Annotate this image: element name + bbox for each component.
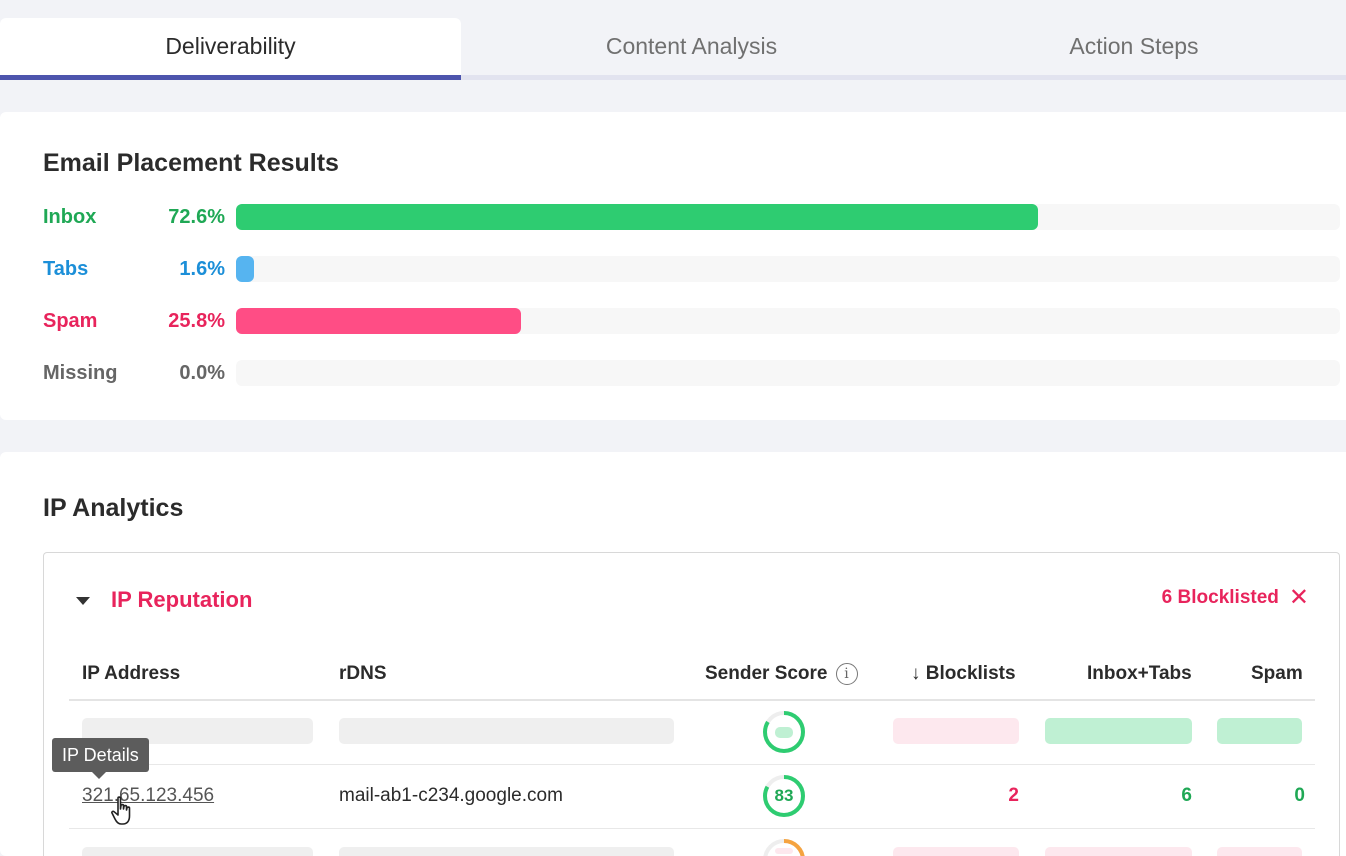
skeleton-cell [1045,718,1192,744]
row-divider [69,764,1315,765]
col-spam[interactable]: Spam [1251,663,1303,684]
sender-score-ring: 83 [762,774,806,818]
placement-value: 25.8% [168,310,225,332]
tab-deliverability[interactable]: Deliverability [0,18,461,80]
arrow-down-icon: ↓ [911,663,921,684]
tab-content-analysis[interactable]: Content Analysis [461,18,922,80]
placement-value: 0.0% [179,362,225,384]
info-icon[interactable]: i [835,663,858,685]
placement-row-inbox: Inbox 72.6% [43,204,1340,230]
rdns-value: mail-ab1-c234.google.com [339,785,563,806]
placement-label: Missing [43,362,118,384]
tab-bar: Deliverability Content Analysis Action S… [0,18,1346,80]
col-blocklists-label: Blocklists [925,663,1016,684]
blocklisted-filter[interactable]: 6 Blocklisted ✕ [1161,584,1309,611]
email-placement-card: Email Placement Results Inbox 72.6% Tabs… [0,112,1346,420]
inbox-tabs-value: 6 [1181,785,1192,806]
hand-cursor-icon [111,796,131,825]
skeleton-cell [1217,718,1302,744]
skeleton-cell [339,847,674,856]
sender-score-value: 83 [774,786,794,805]
placement-fill [236,204,1038,230]
blocklisted-label: 6 Blocklisted [1161,587,1279,608]
placement-row-spam: Spam 25.8% [43,308,1340,334]
col-rdns[interactable]: rDNS [339,663,387,684]
placement-value: 1.6% [179,258,225,280]
ip-address-link[interactable]: 321.65.123.456 [82,785,215,806]
skeleton-cell [1217,847,1302,856]
caret-down-icon[interactable] [76,597,90,605]
col-inbox-tabs[interactable]: Inbox+Tabs [1087,663,1192,684]
placement-track [236,308,1340,334]
col-blocklists[interactable]: ↓ Blocklists [911,663,1016,685]
skeleton-cell [893,847,1019,856]
row-divider [69,828,1315,829]
placement-label: Inbox [43,206,97,228]
header-divider [69,699,1315,701]
tab-action-steps[interactable]: Action Steps [922,18,1346,80]
skeleton-score-ring [763,839,805,856]
col-ip-address[interactable]: IP Address [82,663,181,684]
skeleton-cell [82,847,313,856]
placement-title: Email Placement Results [43,149,339,177]
skeleton-cell [339,718,674,744]
ip-analytics-card: IP Analytics IP Reputation 6 Blocklisted… [0,452,1346,856]
skeleton-cell [893,718,1019,744]
placement-value: 72.6% [168,206,225,228]
placement-track [236,360,1340,386]
col-sender-score-label: Sender Score [705,663,828,685]
placement-track [236,204,1340,230]
placement-fill [236,308,521,334]
skeleton-score-ring [763,711,805,753]
col-sender-score[interactable]: Sender Score i [705,663,858,685]
ip-reputation-panel: IP Reputation 6 Blocklisted ✕ IP Address… [43,552,1340,856]
score-ring-graphic [763,775,805,817]
skeleton-cell [1045,847,1192,856]
ip-reputation-title[interactable]: IP Reputation [111,587,253,612]
placement-row-tabs: Tabs 1.6% [43,256,1340,282]
placement-row-missing: Missing 0.0% [43,360,1340,386]
close-icon[interactable]: ✕ [1288,584,1309,611]
ip-details-tooltip: IP Details [52,738,149,779]
placement-fill [236,256,254,282]
blocklists-value: 2 [1008,785,1019,806]
ip-analytics-title: IP Analytics [43,494,184,522]
spam-value: 0 [1294,785,1305,806]
placement-label: Spam [43,310,98,332]
placement-label: Tabs [43,258,89,280]
placement-track [236,256,1340,282]
